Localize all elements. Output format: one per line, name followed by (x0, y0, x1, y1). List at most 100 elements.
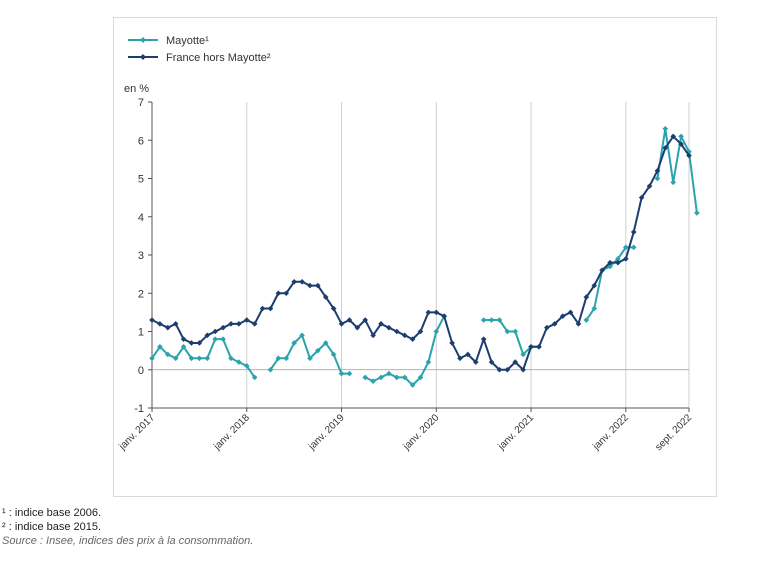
data-point (512, 328, 519, 335)
data-point (536, 344, 542, 350)
data-point (417, 374, 424, 381)
series-line (151, 135, 690, 371)
data-point (164, 324, 171, 331)
data-point (149, 317, 155, 323)
data-point (472, 359, 479, 365)
y-tick-label: 1 (138, 327, 144, 339)
data-point (638, 194, 645, 201)
data-point (180, 344, 187, 350)
data-point (646, 183, 653, 189)
data-point (520, 366, 526, 373)
data-point (172, 321, 179, 327)
series-1 (149, 125, 700, 388)
data-point (528, 344, 534, 350)
source-note: Source : Insee, indices des prix à la co… (2, 535, 254, 547)
data-point (575, 321, 582, 327)
y-tick-label: 5 (138, 174, 144, 186)
legend-swatch-marker (140, 37, 146, 43)
data-point (236, 321, 242, 327)
data-point (512, 359, 519, 365)
data-point (315, 347, 321, 354)
data-point (299, 332, 305, 339)
data-point (196, 340, 203, 346)
data-point (386, 370, 392, 377)
data-point (441, 313, 447, 319)
data-point (251, 374, 258, 381)
data-point (370, 378, 376, 385)
data-point (322, 294, 329, 300)
data-point (291, 278, 297, 285)
data-point (630, 229, 637, 235)
data-point (220, 336, 226, 342)
data-point (662, 125, 669, 132)
data-point (496, 366, 503, 373)
x-tick-label: sept. 2022 (653, 412, 694, 453)
series-layer (149, 125, 700, 388)
legend-label: France hors Mayotte² (166, 52, 271, 64)
footnote-1: ¹ : indice base 2006. (2, 507, 102, 519)
data-point (204, 355, 211, 362)
data-point (409, 336, 416, 342)
data-point (362, 317, 369, 323)
data-point (228, 321, 234, 327)
y-tick-label: 0 (138, 365, 144, 377)
data-point (496, 317, 503, 323)
y-tick-label: -1 (134, 403, 144, 415)
data-point (378, 374, 384, 381)
data-point (504, 328, 511, 335)
data-point (662, 145, 669, 151)
data-point (623, 244, 629, 251)
data-point (615, 256, 621, 262)
data-point (243, 317, 250, 323)
series-2 (149, 133, 692, 373)
data-point (449, 340, 455, 346)
data-point (488, 317, 495, 323)
data-point (338, 321, 345, 327)
data-point (654, 168, 661, 174)
data-point (583, 294, 590, 300)
x-tick-label: janv. 2018 (211, 412, 252, 453)
data-point (164, 351, 171, 358)
legend-entry: Mayotte¹ (128, 35, 209, 47)
data-point (425, 359, 432, 365)
data-point (670, 133, 677, 140)
data-point (354, 324, 361, 331)
data-point (188, 355, 195, 362)
data-point (378, 321, 384, 327)
footnotes: ¹ : indice base 2006. ² : indice base 20… (2, 506, 253, 548)
data-point (346, 370, 353, 377)
axes-layer: -1 0 1 2 3 4 5 6 7 janv. 2017 janv. 2018 janv. 2019… (117, 97, 695, 453)
data-point (694, 210, 700, 216)
x-tick-label: janv. 2021 (496, 412, 537, 453)
data-point (401, 374, 408, 381)
data-point (291, 340, 297, 346)
data-point (212, 336, 218, 342)
x-tick-label: janv. 2022 (590, 412, 631, 453)
y-axis-label: en % (124, 83, 149, 95)
data-point (149, 355, 155, 362)
data-point (623, 256, 629, 262)
data-point (283, 290, 290, 297)
data-point (394, 328, 400, 335)
data-point (559, 313, 566, 319)
data-point (196, 355, 203, 362)
data-point (157, 321, 163, 327)
data-point (275, 290, 282, 297)
data-point (267, 366, 274, 373)
data-point (307, 282, 313, 289)
data-point (551, 321, 558, 327)
data-point (670, 179, 677, 186)
data-point (394, 374, 400, 381)
data-point (267, 305, 274, 312)
data-point (654, 175, 661, 182)
data-point (370, 332, 376, 339)
data-point (362, 374, 369, 381)
data-point (243, 363, 250, 369)
x-tick-label: janv. 2019 (306, 412, 347, 453)
data-point (188, 340, 195, 346)
data-point (583, 317, 590, 323)
data-point (386, 324, 392, 331)
data-point (591, 305, 598, 312)
data-point (567, 309, 574, 316)
